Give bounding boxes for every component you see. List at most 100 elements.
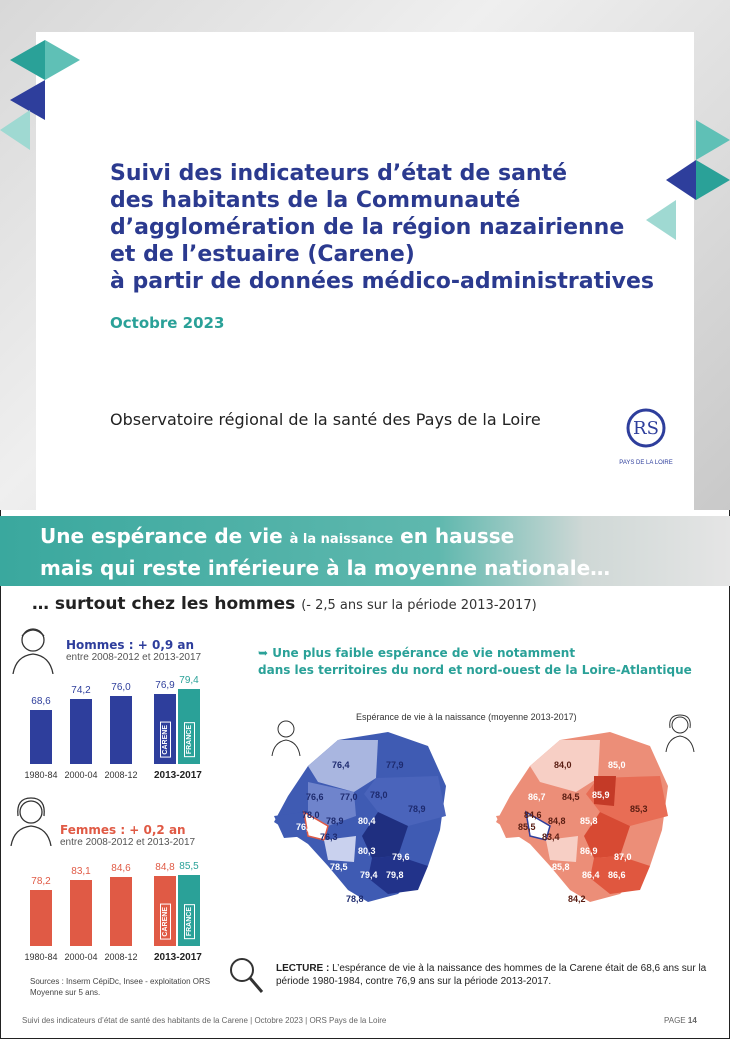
bar-value-label: 85,5 (179, 861, 199, 872)
bar-value-label: 84,6 (111, 862, 131, 874)
map-value-label: 78,9 (408, 804, 426, 814)
map-value-label: 76,3 (320, 832, 338, 842)
map-value-label: 79,4 (360, 870, 378, 880)
magnifier-icon (230, 958, 264, 993)
bar-value-label: 83,1 (71, 865, 91, 877)
title-line: Suivi des indicateurs d’état de santé (110, 161, 568, 186)
map-value-label: 87,0 (614, 852, 632, 862)
men-heading: Hommes : + 0,9 an (66, 638, 195, 652)
sources-note: Sources : Inserm CépiDc, Insee - exploit… (30, 976, 210, 998)
category-label: 1980-84 (24, 952, 58, 962)
series-label: CARENE (160, 904, 171, 940)
title-line: et de l’estuaire (Carene) (110, 242, 415, 267)
lead-line: ➥ Une plus faible espérance de vie notam… (258, 646, 576, 660)
bar (154, 876, 176, 946)
map-value-label: 85,8 (552, 862, 570, 872)
title-line: d’agglomération de la région nazairienne (110, 215, 625, 240)
map-value-label: 84,8 (548, 816, 566, 826)
logo-bottom-text: PAYS DE LA LOIRE (619, 460, 672, 466)
category-label: 2008-12 (104, 952, 138, 962)
bar (70, 879, 92, 946)
bar (70, 699, 92, 764)
source-line: Moyenne sur 5 ans. (30, 988, 101, 997)
category-label: 2008-12 (104, 770, 138, 780)
map-value-label: 77,0 (340, 792, 358, 802)
map-value-label: 85,8 (580, 816, 598, 826)
map-value-label: 86,7 (528, 792, 546, 802)
lead-line: dans les territoires du nord et nord-oue… (258, 663, 692, 677)
bar-value-label: 74,2 (71, 685, 91, 697)
ors-logo: RS PAYS DE LA LOIRE (619, 408, 673, 466)
cover-date: Octobre 2023 (110, 314, 225, 332)
women-subheading: entre 2008-2012 et 2013-2017 (60, 837, 196, 848)
bar (154, 693, 176, 764)
cover-card (36, 32, 694, 510)
bar-france (178, 875, 200, 946)
map-value-label: 86,9 (580, 846, 598, 856)
cover-title: Suivi des indicateurs d’état de santé de… (110, 160, 670, 295)
series-label: FRANCE (184, 722, 195, 758)
bar-value-label: 76,0 (111, 681, 131, 693)
bar (110, 695, 132, 764)
map-value-label: 78,9 (326, 816, 344, 826)
lecture-text: L’espérance de vie à la naissance des ho… (276, 963, 707, 987)
page-number-value: 14 (687, 1016, 697, 1025)
decor-triangles-left (0, 40, 80, 150)
woman-map-icon (665, 714, 695, 752)
lecture-note: LECTURE : L’espérance de vie à la naissa… (276, 962, 716, 988)
map-value-label: 85,9 (592, 790, 610, 800)
category-label: 1980-84 (24, 770, 58, 780)
maps-lead: ➥ Une plus faible espérance de vie notam… (258, 645, 692, 679)
title-line: des habitants de la Communauté (110, 188, 521, 213)
map-value-label: 78,5 (330, 862, 348, 872)
decor-triangles-right (646, 120, 730, 240)
map-value-label: 85,5 (518, 822, 536, 832)
woman-icon (10, 797, 52, 846)
banner-part-small: à la naissance (289, 532, 394, 547)
bar-value-label: 79,4 (179, 675, 199, 687)
page-number: PAGE 14 (664, 1016, 697, 1025)
man-icon (12, 628, 54, 674)
series-label: CARENE (160, 722, 171, 758)
category-label: 2000-04 (64, 770, 98, 780)
man-map-icon (271, 720, 301, 756)
map-value-label: 78,0 (302, 810, 320, 820)
women-heading: Femmes : + 0,2 an (60, 823, 186, 837)
bar (30, 889, 52, 946)
organization-name: Observatoire régional de la santé des Pa… (110, 410, 541, 429)
map-value-label: 85,0 (608, 760, 626, 770)
category-label: 2000-04 (64, 952, 98, 962)
map-value-label: 79,8 (386, 870, 404, 880)
map-value-label: 78,8 (346, 894, 364, 904)
map-value-label: 79,6 (392, 852, 410, 862)
footer-text: Suivi des indicateurs d’état de santé de… (22, 1016, 387, 1025)
map-value-label: 85,3 (630, 804, 648, 814)
men-map (274, 732, 446, 902)
banner-line2: mais qui reste inférieure à la moyenne n… (40, 556, 611, 580)
map-value-label: 86,4 (582, 870, 600, 880)
bar-value-label: 68,6 (31, 695, 51, 707)
bar-value-label: 76,9 (155, 679, 175, 691)
category-label: 2013-2017 (154, 952, 202, 963)
bar (110, 876, 132, 946)
map-value-label: 76,4 (332, 760, 350, 770)
subtitle-main: … surtout chez les hommes (32, 594, 296, 614)
title-line: à partir de données médico-administrativ… (110, 269, 655, 294)
banner-title: Une espérance de vie à la naissance en h… (40, 522, 610, 582)
map-value-label: 83,4 (542, 832, 560, 842)
map-value-label: 76,9 (296, 822, 314, 832)
men-subheading: entre 2008-2012 et 2013-2017 (66, 652, 202, 663)
bar-value-label: 78,2 (31, 875, 51, 887)
map-value-label: 78,0 (370, 790, 388, 800)
series-label: FRANCE (184, 904, 195, 940)
map-value-label: 86,6 (608, 870, 626, 880)
bar-value-label: 84,8 (155, 862, 175, 874)
section-subtitle: … surtout chez les hommes (- 2,5 ans sur… (32, 594, 537, 614)
banner-part: en hausse (393, 524, 515, 548)
source-line: Sources : Inserm CépiDc, Insee - exploit… (30, 977, 211, 986)
lecture-label: LECTURE : (276, 963, 330, 974)
banner-part: Une espérance de vie (40, 524, 290, 548)
bar (30, 709, 52, 764)
subtitle-note: (- 2,5 ans sur la période 2013-2017) (301, 598, 537, 613)
map-value-label: 84,5 (562, 792, 580, 802)
